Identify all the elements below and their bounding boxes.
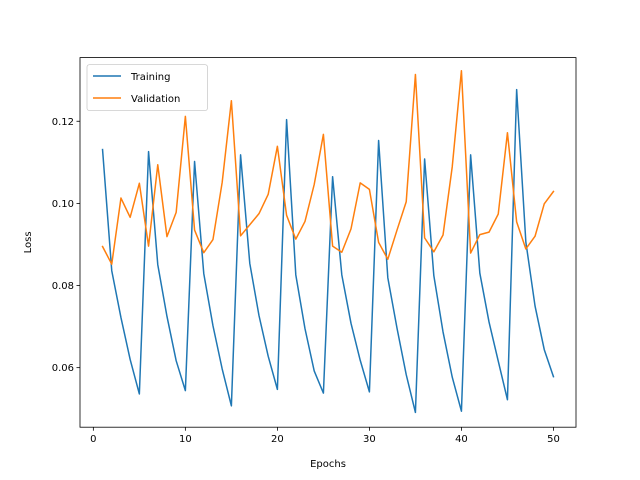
series-layer bbox=[101, 69, 555, 414]
x-axis-label: Epochs bbox=[310, 459, 346, 470]
axes-frame bbox=[79, 57, 577, 428]
y-tick-label: 0.06 bbox=[52, 363, 74, 374]
legend-label-validation: Validation bbox=[131, 94, 180, 105]
x-tick-label: 20 bbox=[271, 434, 284, 445]
y-tick-label: 0.12 bbox=[52, 117, 74, 128]
y-tick-label: 0.08 bbox=[52, 281, 74, 292]
x-tick-label: 40 bbox=[455, 434, 468, 445]
legend-label-training: Training bbox=[130, 72, 170, 83]
series-line-validation bbox=[101, 69, 555, 265]
x-tick-label: 10 bbox=[179, 434, 192, 445]
x-tick-label: 30 bbox=[363, 434, 376, 445]
y-tick-label: 0.10 bbox=[52, 199, 74, 210]
legend: Training Validation bbox=[86, 64, 208, 111]
series-line-training bbox=[101, 88, 555, 414]
y-axis-label: Loss bbox=[23, 231, 34, 253]
y-axis: 0.06 0.08 0.10 0.12 bbox=[52, 117, 80, 374]
x-tick-label: 0 bbox=[90, 434, 96, 445]
x-axis: 0 10 20 30 40 50 bbox=[90, 427, 560, 445]
x-tick-label: 50 bbox=[547, 434, 560, 445]
